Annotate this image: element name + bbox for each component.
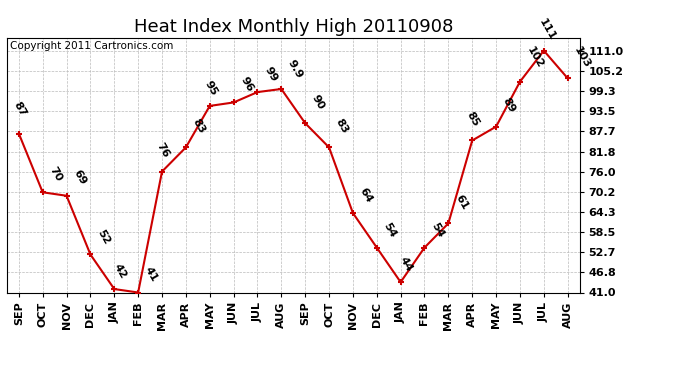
Text: 95: 95 — [203, 79, 219, 97]
Text: 54: 54 — [429, 220, 446, 239]
Text: 9.9: 9.9 — [286, 58, 305, 80]
Text: 76: 76 — [155, 141, 171, 159]
Text: 99: 99 — [262, 65, 279, 84]
Text: 111: 111 — [537, 17, 557, 42]
Text: 87: 87 — [12, 100, 28, 118]
Text: 44: 44 — [398, 255, 415, 273]
Text: 69: 69 — [71, 168, 88, 187]
Text: 54: 54 — [382, 220, 398, 239]
Text: 83: 83 — [190, 117, 207, 135]
Text: Copyright 2011 Cartronics.com: Copyright 2011 Cartronics.com — [10, 41, 173, 51]
Text: 61: 61 — [453, 193, 470, 211]
Text: 96: 96 — [238, 75, 255, 94]
Text: 102: 102 — [524, 45, 545, 70]
Text: 41: 41 — [143, 266, 159, 284]
Text: 85: 85 — [465, 110, 482, 128]
Text: 52: 52 — [95, 228, 112, 246]
Title: Heat Index Monthly High 20110908: Heat Index Monthly High 20110908 — [134, 18, 453, 36]
Text: 89: 89 — [501, 96, 518, 114]
Text: 90: 90 — [310, 93, 326, 111]
Text: 42: 42 — [112, 262, 128, 280]
Text: 70: 70 — [48, 165, 63, 184]
Text: 103: 103 — [573, 45, 593, 70]
Text: 83: 83 — [334, 117, 350, 135]
Text: 64: 64 — [357, 186, 374, 204]
